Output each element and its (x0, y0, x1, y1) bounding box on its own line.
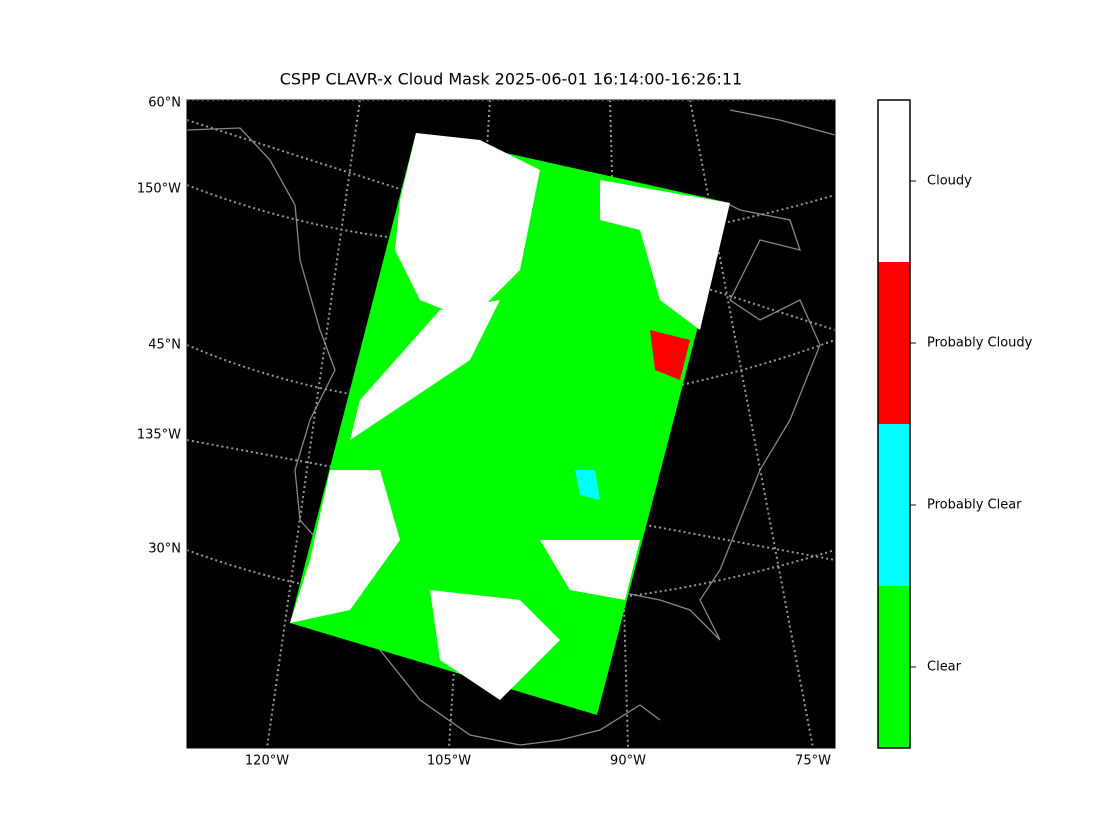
lon-label: 90°W (610, 754, 646, 769)
map-frame (186, 99, 836, 749)
lon-label: 105°W (427, 754, 471, 769)
cloud-area (600, 180, 730, 330)
cloud-area (650, 330, 690, 380)
lon-label: 75°W (795, 754, 831, 769)
lat-lon-label: 30°N (148, 542, 181, 557)
cloud-area (395, 133, 540, 320)
graticule (609, 100, 629, 748)
map (186, 99, 836, 749)
lat-lon-label: 45°N (148, 338, 181, 353)
colorbar-label: Probably Clear (927, 498, 1022, 513)
map-title: CSPP CLAVR-x Cloud Mask 2025-06-01 16:14… (280, 70, 742, 89)
colorbar-segment (878, 586, 910, 748)
coastline (729, 109, 835, 136)
cloud-area (575, 470, 600, 500)
lat-lon-label: 150°W (137, 182, 181, 197)
colorbar-label: Clear (927, 660, 962, 675)
colorbar-frame (877, 99, 911, 749)
colorbar-segment (878, 424, 910, 586)
lon-label: 120°W (245, 754, 289, 769)
coastline (609, 204, 821, 641)
colorbar-segment (878, 262, 910, 424)
colorbar-label: Cloudy (927, 174, 972, 189)
cloud-area (290, 470, 400, 623)
cloud-area (350, 300, 500, 440)
cloud-area (540, 540, 640, 600)
cloud-area (430, 590, 560, 700)
colorbar-segment (878, 100, 910, 262)
lat-lon-label: 135°W (137, 428, 181, 443)
swath (290, 133, 730, 715)
lat-lon-label: 60°N (148, 96, 181, 111)
graticule (266, 100, 361, 748)
colorbar-label: Probably Cloudy (927, 336, 1033, 351)
